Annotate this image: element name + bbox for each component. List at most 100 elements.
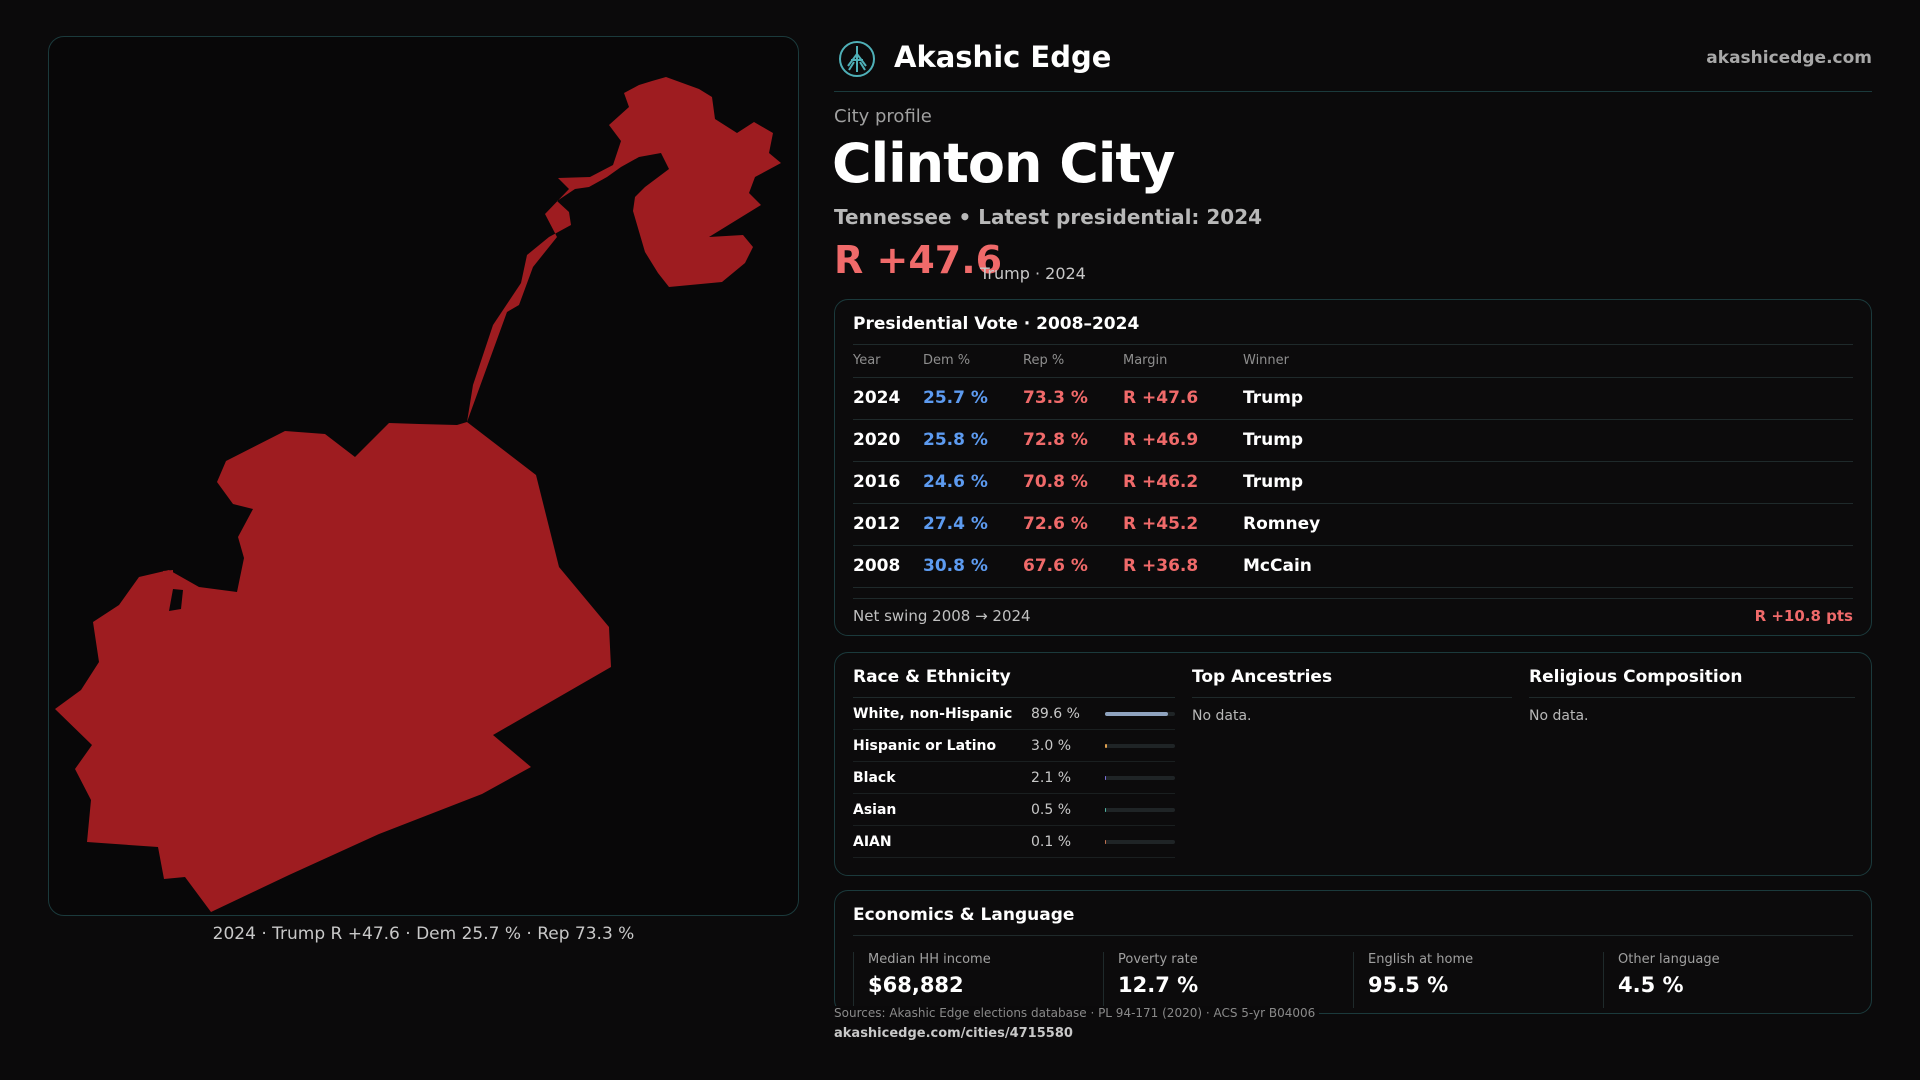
year-cell: 2020 xyxy=(853,419,923,462)
stat-value: $68,882 xyxy=(868,973,964,997)
race-bar xyxy=(1105,839,1175,844)
stat-label: Median HH income xyxy=(868,952,991,967)
column-header-year: Year xyxy=(853,345,923,378)
race-name: Hispanic or Latino xyxy=(853,737,997,754)
city-boundary-map xyxy=(55,77,781,912)
table-row: 2016 24.6 % 70.8 % R +46.2 Trump xyxy=(853,461,1853,504)
race-percent: 89.6 % xyxy=(1031,705,1080,722)
race-bar-fill xyxy=(1105,743,1108,748)
page-title: Clinton City xyxy=(832,132,1175,195)
winner-cell: McCain xyxy=(1243,545,1853,588)
race-ethnicity-list: White, non-Hispanic 89.6 % Hispanic or L… xyxy=(853,698,1175,858)
stat-other-language: Other language 4.5 % xyxy=(1603,952,1853,1008)
presidential-vote-card: Presidential Vote · 2008–2024 Year Dem %… xyxy=(834,299,1872,636)
table-row: 2020 25.8 % 72.8 % R +46.9 Trump xyxy=(853,419,1853,462)
rep-cell: 73.3 % xyxy=(1023,377,1123,420)
column-header-rep: Rep % xyxy=(1023,345,1123,378)
race-bar xyxy=(1105,711,1175,716)
sources-note: Sources: Akashic Edge elections database… xyxy=(834,1006,1320,1020)
table-row: 2008 30.8 % 67.6 % R +36.8 McCain xyxy=(853,545,1853,588)
race-percent: 0.1 % xyxy=(1031,833,1072,850)
table-row: 2024 25.7 % 73.3 % R +47.6 Trump xyxy=(853,377,1853,420)
dem-cell: 27.4 % xyxy=(923,503,1023,546)
year-cell: 2008 xyxy=(853,545,923,588)
presidential-vote-table: Year Dem % Rep % Margin Winner 2024 25.7… xyxy=(853,345,1853,588)
presidential-vote-title: Presidential Vote · 2008–2024 xyxy=(853,314,1853,345)
rep-cell: 72.6 % xyxy=(1023,503,1123,546)
top-ancestries-empty: No data. xyxy=(1192,708,1252,724)
city-boundary-shape xyxy=(55,77,781,912)
list-item: Asian 0.5 % xyxy=(853,794,1175,826)
margin-cell: R +46.9 xyxy=(1123,419,1243,462)
winner-cell: Trump xyxy=(1243,419,1853,462)
race-bar-fill xyxy=(1105,807,1106,812)
top-ancestries-section: Top Ancestries No data. xyxy=(1192,667,1512,724)
stat-median-income: Median HH income $68,882 xyxy=(853,952,1103,1008)
winner-cell: Romney xyxy=(1243,503,1853,546)
stat-value: 4.5 % xyxy=(1618,973,1684,997)
column-header-dem: Dem % xyxy=(923,345,1023,378)
stat-label: English at home xyxy=(1368,952,1474,967)
winner-cell: Trump xyxy=(1243,461,1853,504)
religious-composition-title: Religious Composition xyxy=(1529,667,1855,698)
header: Akashic Edge akashicedge.com xyxy=(834,36,1872,92)
column-header-winner: Winner xyxy=(1243,345,1853,378)
table-header-row: Year Dem % Rep % Margin Winner xyxy=(853,345,1853,378)
demographics-card: Race & Ethnicity White, non-Hispanic 89.… xyxy=(834,652,1872,876)
page-subtitle: Tennessee • Latest presidential: 2024 xyxy=(834,205,1263,229)
margin-cell: R +45.2 xyxy=(1123,503,1243,546)
year-cell: 2024 xyxy=(853,377,923,420)
stat-label: Other language xyxy=(1618,952,1720,967)
stat-label: Poverty rate xyxy=(1118,952,1198,967)
list-item: Black 2.1 % xyxy=(853,762,1175,794)
list-item: Hispanic or Latino 3.0 % xyxy=(853,730,1175,762)
stat-poverty-rate: Poverty rate 12.7 % xyxy=(1103,952,1353,1008)
race-bar xyxy=(1105,775,1175,780)
race-percent: 0.5 % xyxy=(1031,801,1072,818)
list-item: AIAN 0.1 % xyxy=(853,826,1175,858)
race-name: AIAN xyxy=(853,833,892,850)
brand-name: Akashic Edge xyxy=(894,40,1112,74)
net-swing-value: R +10.8 pts xyxy=(1754,606,1853,625)
net-swing-label: Net swing 2008 → 2024 xyxy=(853,606,1031,625)
map-caption: 2024 · Trump R +47.6 · Dem 25.7 % · Rep … xyxy=(212,924,635,944)
stat-english-at-home: English at home 95.5 % xyxy=(1353,952,1603,1008)
year-cell: 2016 xyxy=(853,461,923,504)
race-percent: 2.1 % xyxy=(1031,769,1072,786)
year-cell: 2012 xyxy=(853,503,923,546)
economics-stats: Median HH income $68,882 Poverty rate 12… xyxy=(853,952,1853,1008)
race-ethnicity-title: Race & Ethnicity xyxy=(853,667,1175,698)
rep-cell: 67.6 % xyxy=(1023,545,1123,588)
page-section-label: City profile xyxy=(834,106,932,127)
race-bar xyxy=(1105,807,1175,812)
religious-composition-empty: No data. xyxy=(1529,708,1589,724)
margin-cell: R +36.8 xyxy=(1123,545,1243,588)
stat-value: 95.5 % xyxy=(1368,973,1449,997)
religious-composition-section: Religious Composition No data. xyxy=(1529,667,1855,724)
margin-cell: R +47.6 xyxy=(1123,377,1243,420)
net-swing-row: Net swing 2008 → 2024 R +10.8 pts xyxy=(853,597,1853,625)
race-bar-fill xyxy=(1105,839,1106,844)
margin-cell: R +46.2 xyxy=(1123,461,1243,504)
top-ancestries-title: Top Ancestries xyxy=(1192,667,1512,698)
column-header-margin: Margin xyxy=(1123,345,1243,378)
rep-cell: 70.8 % xyxy=(1023,461,1123,504)
economics-language-title: Economics & Language xyxy=(853,905,1853,936)
race-ethnicity-section: Race & Ethnicity White, non-Hispanic 89.… xyxy=(853,667,1175,858)
akashic-edge-logo-icon xyxy=(839,41,875,77)
economics-language-card: Economics & Language Median HH income $6… xyxy=(834,890,1872,1014)
stat-value: 12.7 % xyxy=(1118,973,1199,997)
race-name: Black xyxy=(853,769,896,786)
city-map-panel xyxy=(48,36,799,916)
rep-cell: 72.8 % xyxy=(1023,419,1123,462)
dem-cell: 30.8 % xyxy=(923,545,1023,588)
winner-cell: Trump xyxy=(1243,377,1853,420)
table-row: 2012 27.4 % 72.6 % R +45.2 Romney xyxy=(853,503,1853,546)
headline-margin: R +47.6 xyxy=(834,238,1003,282)
race-bar-fill xyxy=(1105,775,1107,780)
race-name: White, non-Hispanic xyxy=(853,705,1013,722)
dem-cell: 24.6 % xyxy=(923,461,1023,504)
page-url-link[interactable]: akashicedge.com/cities/4715580 xyxy=(834,1026,1073,1041)
dem-cell: 25.8 % xyxy=(923,419,1023,462)
site-link[interactable]: akashicedge.com xyxy=(1706,48,1872,68)
